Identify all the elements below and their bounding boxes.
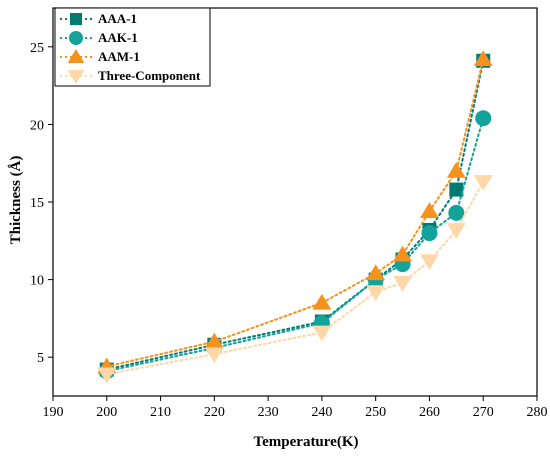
legend-marker bbox=[67, 70, 85, 84]
x-tick-label: 190 bbox=[43, 405, 64, 420]
x-tick-label: 270 bbox=[473, 405, 494, 420]
data-point bbox=[366, 264, 386, 281]
x-tick-label: 250 bbox=[365, 405, 386, 420]
data-point bbox=[97, 367, 117, 384]
series-layer bbox=[97, 50, 493, 384]
legend-label-aaa-1: AAA-1 bbox=[98, 11, 137, 26]
data-point bbox=[446, 223, 466, 239]
x-tick-label: 200 bbox=[96, 405, 117, 420]
legend-label-three-component: Three-Component bbox=[98, 68, 201, 83]
x-axis-title: Temperature(K) bbox=[254, 434, 359, 450]
legend-label-aak-1: AAK-1 bbox=[98, 30, 138, 45]
legend-marker bbox=[67, 49, 85, 63]
data-point bbox=[204, 332, 224, 349]
x-tick-label: 280 bbox=[527, 405, 548, 420]
data-point bbox=[419, 254, 439, 270]
x-tick-label: 230 bbox=[258, 405, 279, 420]
y-tick-label: 5 bbox=[37, 351, 44, 366]
series-three-component bbox=[97, 175, 493, 384]
data-point bbox=[421, 225, 438, 242]
axis-ticks: 190 200 210 220 230 240 250 260 270 280 5 10 15 20 25 bbox=[30, 41, 548, 420]
data-point bbox=[448, 204, 465, 221]
y-tick-label: 10 bbox=[30, 274, 44, 289]
x-tick-label: 260 bbox=[419, 405, 440, 420]
data-point bbox=[204, 347, 224, 364]
data-point bbox=[393, 275, 413, 292]
legend-marker bbox=[70, 13, 82, 25]
legend: AAA-1 AAK-1 AAM-1 Three-Component bbox=[54, 7, 211, 87]
series-line bbox=[105, 180, 485, 376]
data-point bbox=[366, 285, 386, 302]
data-point bbox=[473, 50, 493, 66]
data-point bbox=[449, 182, 464, 197]
series-aak-1 bbox=[98, 110, 492, 380]
data-point bbox=[419, 202, 439, 219]
data-point bbox=[475, 110, 492, 127]
data-point bbox=[312, 325, 332, 342]
data-point bbox=[312, 293, 332, 310]
series-aam-1 bbox=[97, 50, 493, 374]
x-tick-label: 220 bbox=[204, 405, 225, 420]
x-tick-label: 210 bbox=[150, 405, 171, 420]
legend-label-aam-1: AAM-1 bbox=[98, 49, 140, 64]
y-tick-label: 20 bbox=[30, 118, 44, 133]
data-point bbox=[473, 175, 493, 191]
data-point bbox=[393, 245, 413, 262]
y-tick-label: 25 bbox=[30, 41, 44, 56]
series-line bbox=[105, 117, 485, 373]
y-tick-label: 15 bbox=[30, 196, 44, 211]
x-tick-label: 240 bbox=[311, 405, 332, 420]
legend-marker bbox=[69, 31, 83, 45]
data-point bbox=[446, 161, 466, 178]
y-axis-title: Thickness (Å) bbox=[8, 156, 24, 245]
